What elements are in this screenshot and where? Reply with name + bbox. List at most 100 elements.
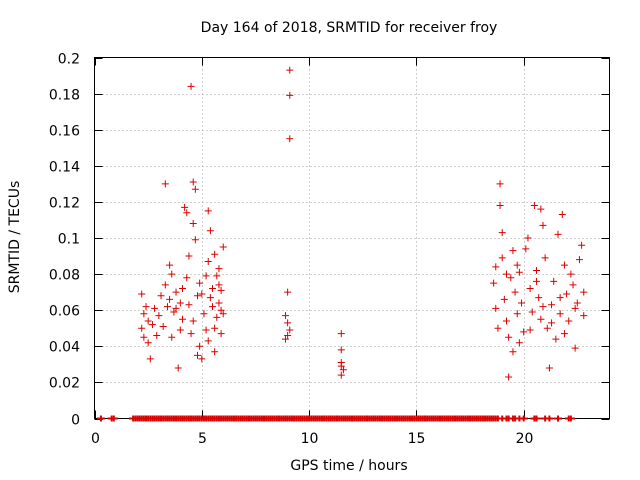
data-point xyxy=(509,247,517,255)
chart-title: Day 164 of 2018, SRMTID for receiver fro… xyxy=(201,20,498,36)
data-point xyxy=(215,299,223,307)
data-point xyxy=(209,285,217,293)
x-tick-label: 0 xyxy=(91,431,100,447)
y-tick-label: 0.04 xyxy=(49,340,80,356)
data-point xyxy=(204,257,212,265)
data-point xyxy=(281,335,289,343)
data-point xyxy=(505,333,513,341)
y-tick-label: 0.1 xyxy=(58,232,80,248)
data-point xyxy=(153,331,161,339)
data-point xyxy=(573,299,581,307)
data-point xyxy=(200,310,208,318)
data-point xyxy=(172,304,180,312)
y-tick-label: 0 xyxy=(71,413,80,429)
data-point xyxy=(204,337,212,345)
x-tick-label: 5 xyxy=(198,431,207,447)
data-point xyxy=(196,279,204,287)
x-axis-label: GPS time / hours xyxy=(290,458,407,474)
data-point xyxy=(515,339,523,347)
data-point xyxy=(211,324,219,332)
zero-value-markers xyxy=(96,415,575,422)
data-point xyxy=(144,339,152,347)
zero-point-marker xyxy=(109,415,118,422)
data-point xyxy=(183,209,191,217)
data-point xyxy=(535,294,543,302)
data-point xyxy=(575,256,583,264)
data-point xyxy=(511,288,519,296)
y-tick-label: 0.2 xyxy=(58,52,80,68)
data-point xyxy=(204,207,212,215)
data-point xyxy=(140,333,148,341)
data-point xyxy=(569,281,577,289)
data-point xyxy=(189,317,197,325)
data-point xyxy=(337,330,345,338)
data-point xyxy=(515,268,523,276)
data-point xyxy=(191,236,199,244)
data-point xyxy=(157,292,165,300)
data-point xyxy=(533,266,541,274)
data-point xyxy=(537,205,545,213)
data-point xyxy=(337,362,345,370)
data-point xyxy=(168,270,176,278)
data-point xyxy=(185,252,193,260)
data-point xyxy=(176,326,184,334)
data-point xyxy=(528,308,536,316)
data-point xyxy=(191,185,199,193)
data-point xyxy=(494,324,502,332)
data-point xyxy=(496,180,504,188)
data-point xyxy=(217,286,225,294)
data-point xyxy=(337,346,345,354)
data-point xyxy=(166,261,174,269)
data-point xyxy=(533,277,541,285)
data-point xyxy=(339,366,347,374)
data-point xyxy=(219,243,227,251)
data-point xyxy=(181,203,189,211)
data-point xyxy=(286,66,294,74)
data-point xyxy=(509,348,517,356)
zero-point-marker xyxy=(532,415,541,422)
data-point xyxy=(148,321,156,329)
data-point xyxy=(142,303,150,311)
data-point xyxy=(163,303,171,311)
y-tick-label: 0.16 xyxy=(49,124,80,140)
data-point xyxy=(284,319,292,327)
data-point xyxy=(198,290,206,298)
data-point xyxy=(187,330,195,338)
data-point xyxy=(503,270,510,278)
data-point xyxy=(176,299,184,307)
data-point xyxy=(185,301,193,309)
data-point xyxy=(215,281,223,289)
data-point xyxy=(507,274,515,282)
data-point xyxy=(196,342,204,350)
data-point xyxy=(580,288,588,296)
data-point xyxy=(217,330,225,338)
data-point xyxy=(140,310,148,318)
data-point xyxy=(490,279,498,287)
data-point xyxy=(580,312,588,320)
zero-point-marker xyxy=(519,415,528,422)
y-tick-label: 0.14 xyxy=(49,160,80,176)
data-point xyxy=(161,281,169,289)
data-point xyxy=(161,180,169,188)
axis-ticks: 0 0.02 0.04 0.06 0.08 0.1 0.12 0.14 0.16 0.18 0.2 0… xyxy=(49,52,610,447)
data-point xyxy=(284,288,292,296)
data-point xyxy=(151,304,159,312)
data-point xyxy=(554,230,562,238)
zero-point-marker xyxy=(554,415,562,422)
zero-point-marker xyxy=(566,415,575,422)
data-point xyxy=(520,328,528,336)
data-point xyxy=(211,348,219,356)
data-point xyxy=(492,304,500,312)
data-point xyxy=(215,265,223,273)
data-point xyxy=(513,310,521,318)
data-point xyxy=(571,344,579,352)
y-tick-label: 0.12 xyxy=(49,196,80,212)
data-point xyxy=(513,261,521,269)
data-point xyxy=(217,306,225,314)
data-point xyxy=(498,229,506,237)
data-point xyxy=(213,313,221,321)
y-tick-label: 0.06 xyxy=(49,304,80,320)
data-point xyxy=(548,319,556,327)
data-point xyxy=(526,326,534,334)
